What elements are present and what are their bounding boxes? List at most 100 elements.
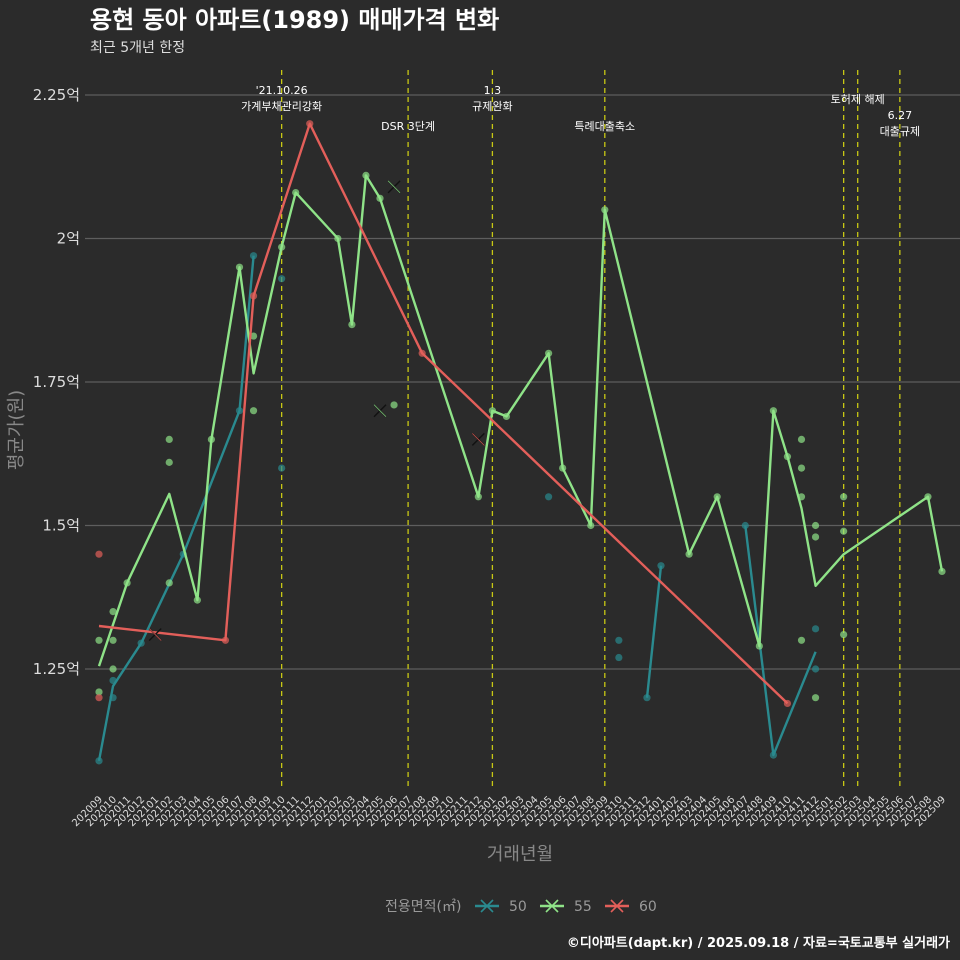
- data-point-55: [292, 188, 300, 197]
- y-axis-ticks: 1.25억 1.5억 1.75억 2억 2.25억: [33, 86, 80, 678]
- data-point-55: [755, 642, 763, 650]
- data-point-55: [840, 493, 848, 501]
- y-tick-label: 1.5억: [42, 517, 80, 535]
- data-point-50: [811, 665, 820, 673]
- legend-key-50: [480, 899, 494, 913]
- data-point-55: [348, 321, 356, 329]
- data-point-55: [376, 194, 384, 202]
- data-point-55: [559, 464, 567, 472]
- data-point-55: [797, 493, 806, 501]
- cancel-stroke: [148, 628, 162, 641]
- series-line-55: [97, 174, 944, 667]
- data-point-55: [109, 665, 117, 673]
- y-tick-label: 2.25억: [33, 86, 80, 104]
- data-series: [95, 120, 946, 765]
- legend-label-50: 50: [509, 899, 527, 915]
- data-point-50: [615, 636, 623, 644]
- event-label: 1.3: [484, 84, 502, 97]
- legend: 전용면적(㎡) 50 55 60: [385, 899, 657, 915]
- y-tick-label: 1.25억: [33, 660, 80, 678]
- data-point-55: [474, 493, 482, 501]
- data-point-55: [165, 458, 173, 466]
- event-label: 가계부채관리강화: [241, 100, 322, 113]
- event-label: 대출규제: [880, 125, 920, 138]
- y-tick-label: 1.75억: [33, 373, 80, 391]
- data-point-60: [249, 292, 258, 300]
- legend-key-60: [610, 899, 624, 913]
- x-axis-ticks: 2020092020102020112020122021012021022021…: [70, 794, 948, 829]
- data-point-60: [306, 120, 314, 128]
- data-point-55: [545, 349, 553, 357]
- x-axis-label: 거래년월: [487, 844, 553, 865]
- legend-label-55: 55: [574, 899, 592, 915]
- cancelled-marker-55: [387, 180, 401, 194]
- data-point-55: [587, 521, 595, 530]
- data-point-55: [109, 636, 117, 644]
- event-label: DSR 3단계: [381, 120, 435, 133]
- data-point-55: [713, 493, 721, 501]
- data-point-55: [249, 332, 258, 340]
- data-point-60: [95, 550, 103, 558]
- y-axis-label: 평균가(원): [6, 390, 27, 470]
- data-point-55: [811, 521, 820, 530]
- data-point-50: [657, 562, 665, 570]
- data-point-55: [685, 550, 693, 558]
- data-point-55: [278, 243, 286, 251]
- data-point-55: [797, 435, 806, 443]
- data-point-50: [615, 653, 623, 662]
- data-point-55: [362, 171, 370, 179]
- data-point-50: [278, 464, 286, 472]
- cancel-stroke: [373, 404, 387, 418]
- data-point-55: [811, 533, 820, 541]
- data-point-60: [221, 636, 230, 644]
- data-point-60: [418, 349, 426, 357]
- event-label: 토허제 해제: [831, 92, 885, 106]
- cancelled-marker-55: [373, 404, 387, 418]
- series-line-50: [97, 255, 255, 762]
- data-point-55: [797, 464, 806, 472]
- event-label: 특례대출축소: [574, 120, 635, 133]
- data-point-55: [938, 567, 946, 576]
- data-point-55: [193, 596, 201, 604]
- data-point-50: [109, 694, 117, 702]
- data-point-50: [95, 757, 103, 765]
- data-point-50: [811, 625, 820, 633]
- event-label: 6.27: [888, 109, 913, 122]
- cancel-stroke: [387, 180, 401, 194]
- cancel-stroke: [472, 433, 485, 446]
- caption: ©디아파트(dapt.kr) / 2025.09.18 / 자료=국토교통부 실…: [567, 935, 950, 951]
- data-point-55: [109, 608, 117, 616]
- data-point-60: [783, 699, 792, 708]
- data-point-55: [95, 688, 103, 696]
- data-point-55: [783, 453, 792, 461]
- data-point-55: [235, 263, 244, 271]
- data-point-55: [123, 579, 131, 587]
- data-point-55: [840, 527, 848, 535]
- legend-label-60: 60: [639, 899, 657, 915]
- data-point-50: [741, 521, 749, 530]
- data-point-55: [924, 493, 932, 501]
- legend-key-55: [545, 899, 559, 913]
- event-label: 규제완화: [472, 100, 512, 113]
- data-point-55: [334, 234, 342, 243]
- y-tick-label: 2억: [57, 230, 80, 248]
- cancelled-marker-60: [148, 628, 162, 642]
- data-point-50: [643, 694, 651, 702]
- data-point-55: [601, 206, 609, 214]
- data-point-55: [797, 636, 806, 644]
- event-label: '21.10.26: [256, 84, 308, 97]
- data-point-55: [488, 407, 496, 415]
- data-point-50: [249, 252, 258, 260]
- series-line-50: [645, 565, 663, 698]
- series-line-60: [98, 122, 789, 705]
- data-point-50: [769, 751, 778, 759]
- data-point-55: [165, 579, 173, 587]
- data-point-55: [95, 636, 103, 644]
- cancelled-marker-60: [471, 432, 485, 446]
- data-point-50: [109, 676, 117, 685]
- data-point-50: [235, 407, 244, 415]
- chart-title: 용현 동아 아파트(1989) 매매가격 변화: [90, 6, 499, 34]
- grid-lines: [85, 94, 960, 670]
